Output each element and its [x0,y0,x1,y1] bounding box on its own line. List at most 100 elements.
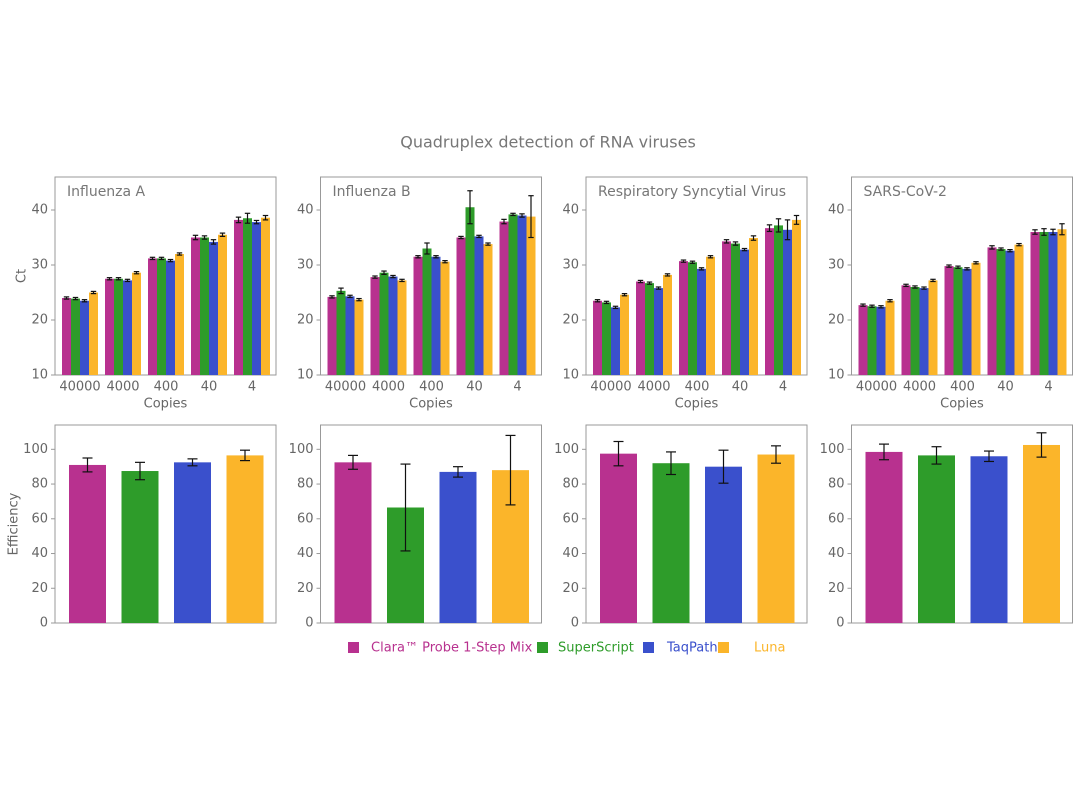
legend-swatch [537,642,548,653]
error-bar [390,274,396,279]
y-tick-label: 0 [571,616,579,631]
error-bar [505,434,516,506]
error-bar [329,295,335,299]
error-bar [989,245,995,250]
x-tick-label: 4 [1044,380,1052,395]
x-tick-label: 400 [419,380,444,395]
error-bar [1032,229,1038,235]
plot-frame [851,424,1073,624]
bar [334,462,372,623]
y-tick-label: 40 [297,203,314,218]
bar [593,300,602,375]
y-tick-label: 40 [828,546,845,561]
bar [731,243,740,375]
bar [654,288,663,375]
bar [962,268,972,375]
bar [121,471,159,623]
error-bar [458,235,464,240]
y-tick-label: 10 [31,368,48,383]
bar [261,217,270,375]
x-tick-label: 400 [950,380,975,395]
y-axis-label: Efficiency [7,492,22,555]
y-axis-label: Ct [15,269,30,283]
legend-label: SuperScript [558,641,634,656]
bar [148,258,157,375]
plot-frame [585,424,808,624]
bar [166,260,175,375]
bar [499,221,509,375]
error-bar [594,299,601,303]
bar [910,287,920,375]
bar [526,216,536,375]
error-bar [646,281,653,285]
error-bar [998,247,1004,251]
bar [918,455,955,623]
bar [663,274,672,375]
bar [379,272,389,375]
x-axis-label: Copies [675,397,719,412]
error-bar [356,297,362,302]
error-bar [912,285,918,289]
bar [456,237,466,375]
legend-swatch [718,642,729,653]
x-tick-label: 4 [513,380,521,395]
bar [439,471,477,623]
legend-label: TaqPath [666,641,718,656]
error-bar [964,267,970,271]
y-tick-label: 0 [40,616,48,631]
bar [652,463,690,623]
error-bar [946,264,952,268]
bar [697,268,706,375]
error-bar [860,303,866,307]
y-tick-label: 100 [23,442,48,457]
bar [71,298,80,375]
y-tick-label: 40 [31,546,48,561]
x-tick-label: 4000 [903,380,936,395]
bar [876,306,886,375]
error-bar [775,218,782,233]
y-tick-label: 10 [828,368,845,383]
bar [1039,232,1049,375]
plot-frame [320,424,542,624]
bar [474,236,484,375]
error-bar [453,466,463,478]
x-tick-label: 400 [154,380,179,395]
error-bar [240,449,250,462]
bar [749,238,758,375]
error-bar [878,305,884,309]
error-bar [501,218,507,225]
error-bar [771,445,781,464]
y-tick-label: 20 [828,313,845,328]
x-tick-label: 4000 [106,380,139,395]
error-bar [90,290,97,295]
error-bar [621,293,628,297]
error-bar [689,260,696,264]
bar [919,288,929,375]
bar [783,229,792,375]
bar [157,258,166,375]
bar [987,247,997,375]
bar [996,249,1006,375]
bar [345,296,355,375]
bar [1023,444,1060,623]
bar [327,296,337,375]
error-bar [399,278,405,283]
error-bar [921,286,927,290]
legend-label: Luna [754,641,785,656]
x-axis-label: Copies [144,397,188,412]
error-bar [106,277,113,281]
bar [62,298,71,375]
bar [706,256,715,375]
bar [218,234,227,375]
bar [132,272,141,375]
error-bar [81,299,88,303]
bar [944,266,954,375]
error-bar [476,234,482,239]
bar [1048,232,1058,375]
bar [645,283,654,375]
bar [175,254,184,375]
bar [611,307,620,375]
error-bar [1050,228,1056,236]
error-bar [718,449,729,484]
bar [69,464,106,623]
